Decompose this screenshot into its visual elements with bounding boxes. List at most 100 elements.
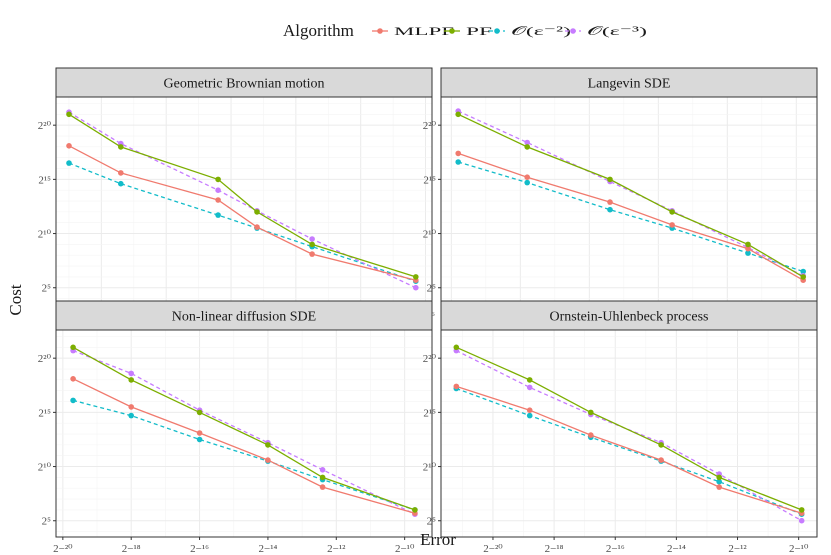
series-line xyxy=(457,110,804,277)
data-point xyxy=(196,409,203,416)
data-point xyxy=(66,143,72,149)
data-point xyxy=(658,442,664,448)
series-line xyxy=(68,111,417,289)
x-tick-label: 2−¹⁰ xyxy=(789,543,809,555)
legend-key-point xyxy=(494,28,500,34)
facet-panel: Geometric Brownian motion2−²⁶2−²⁴2−²²2−²… xyxy=(38,67,435,322)
data-point xyxy=(455,111,462,118)
grid xyxy=(56,97,432,304)
legend-label: 𝒪(ε⁻³) xyxy=(587,24,647,38)
data-point xyxy=(66,160,72,166)
legend-label: PF xyxy=(466,24,493,38)
legend-item: MLPF xyxy=(372,24,455,38)
series xyxy=(66,111,419,280)
series-line xyxy=(456,346,802,511)
data-point xyxy=(319,467,326,473)
series xyxy=(455,159,806,275)
data-point xyxy=(128,377,134,383)
legend-item: 𝒪(ε⁻³) xyxy=(565,24,647,38)
y-tick-label: 2¹⁰ xyxy=(38,229,52,241)
series-line xyxy=(68,145,416,281)
data-point xyxy=(524,139,530,146)
y-tick-label: 2¹⁰ xyxy=(423,229,437,241)
x-tick-label: 2−¹⁴ xyxy=(667,543,686,555)
data-point xyxy=(716,478,722,485)
data-point xyxy=(215,176,221,183)
plot-background xyxy=(441,330,817,537)
data-point xyxy=(745,245,751,252)
data-point xyxy=(128,370,134,377)
data-point xyxy=(309,251,315,257)
facet-panel: Langevin SDE2−¹⁶2−¹⁴2−¹²2−¹⁰2−⁸2−⁶2⁵2¹⁰2… xyxy=(423,67,818,322)
x-axis-label: Error xyxy=(420,530,456,549)
y-tick-label: 2²⁰ xyxy=(423,120,437,132)
series xyxy=(70,344,418,513)
grid xyxy=(441,97,817,304)
y-tick-label: 2¹⁰ xyxy=(423,462,437,474)
y-tick-label: 2⁵ xyxy=(42,516,52,528)
legend-title: Algorithm xyxy=(283,21,354,40)
data-point xyxy=(128,404,134,410)
data-point xyxy=(607,206,613,213)
data-point xyxy=(800,274,806,280)
y-tick-label: 2⁵ xyxy=(427,283,437,295)
data-point xyxy=(413,274,419,280)
data-point xyxy=(526,412,533,419)
data-point xyxy=(215,212,221,218)
facet-title: Ornstein-Uhlenbeck process xyxy=(549,310,708,325)
plot-background xyxy=(441,97,817,304)
x-tick-label: 2−¹⁶ xyxy=(190,543,209,555)
grid xyxy=(56,330,432,537)
y-tick-label: 2¹⁰ xyxy=(38,462,52,474)
data-point xyxy=(309,236,315,242)
series-line xyxy=(68,162,417,282)
data-point xyxy=(215,197,221,203)
data-point xyxy=(455,150,462,157)
data-point xyxy=(745,250,751,256)
data-point xyxy=(309,241,315,248)
data-point xyxy=(319,474,326,481)
data-point xyxy=(265,442,271,448)
y-tick-label: 2¹⁵ xyxy=(38,174,51,186)
data-point xyxy=(526,377,533,383)
data-point xyxy=(455,159,462,165)
series xyxy=(453,383,805,516)
data-point xyxy=(128,412,134,419)
series-line xyxy=(72,349,416,515)
x-tick-label: 2−¹⁸ xyxy=(545,543,564,555)
panel-border xyxy=(440,329,818,538)
data-point xyxy=(70,397,76,404)
data-point xyxy=(118,180,124,187)
data-point xyxy=(526,407,533,414)
facet-title: Non-linear diffusion SDE xyxy=(172,310,316,325)
facet-strip xyxy=(440,67,818,98)
data-point xyxy=(588,432,594,438)
x-tick-label: 2−¹² xyxy=(327,543,346,555)
series xyxy=(70,376,418,516)
data-point xyxy=(319,484,326,490)
series-line xyxy=(456,385,802,514)
facet-title: Langevin SDE xyxy=(588,77,671,92)
y-tick-label: 2⁵ xyxy=(42,283,52,295)
data-point xyxy=(70,344,76,351)
series-line xyxy=(72,346,416,511)
data-point xyxy=(524,174,530,180)
legend-key-point xyxy=(570,28,576,34)
series xyxy=(455,111,806,280)
y-tick-label: 2²⁰ xyxy=(38,353,52,365)
data-point xyxy=(526,384,533,391)
data-point xyxy=(66,111,72,118)
data-point xyxy=(716,484,722,490)
series-line xyxy=(458,161,804,273)
data-point xyxy=(798,507,805,513)
y-tick-label: 2²⁰ xyxy=(38,120,52,132)
data-point xyxy=(118,170,124,176)
series-line xyxy=(68,113,416,278)
x-tick-label: 2−¹⁶ xyxy=(606,543,625,555)
data-point xyxy=(265,457,271,463)
facet-title: Geometric Brownian motion xyxy=(164,77,325,92)
legend-label: 𝒪(ε⁻²) xyxy=(511,24,571,38)
series xyxy=(453,344,805,513)
data-point xyxy=(607,199,613,205)
